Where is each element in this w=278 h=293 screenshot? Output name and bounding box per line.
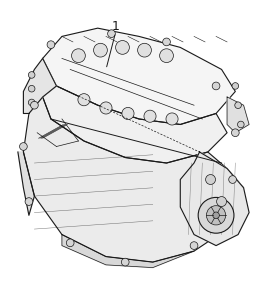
Circle shape <box>160 49 173 63</box>
Circle shape <box>121 258 129 266</box>
Circle shape <box>28 99 35 106</box>
Polygon shape <box>180 152 249 246</box>
Polygon shape <box>23 97 244 262</box>
Circle shape <box>212 82 220 90</box>
Circle shape <box>100 102 112 114</box>
Circle shape <box>94 43 107 57</box>
Polygon shape <box>62 235 194 268</box>
Circle shape <box>232 83 239 89</box>
Circle shape <box>166 113 178 125</box>
Circle shape <box>144 110 156 122</box>
Circle shape <box>25 198 33 205</box>
Text: 1: 1 <box>112 20 120 33</box>
Polygon shape <box>43 28 235 125</box>
Circle shape <box>28 85 35 92</box>
Circle shape <box>66 239 74 247</box>
Circle shape <box>28 72 35 78</box>
Polygon shape <box>23 58 56 113</box>
Circle shape <box>71 49 85 63</box>
Circle shape <box>31 101 38 109</box>
Circle shape <box>235 102 241 108</box>
Circle shape <box>213 212 219 219</box>
Polygon shape <box>43 86 227 163</box>
Polygon shape <box>227 97 249 133</box>
Circle shape <box>198 197 234 233</box>
Circle shape <box>78 94 90 106</box>
Polygon shape <box>18 152 34 215</box>
Circle shape <box>47 41 55 49</box>
Circle shape <box>190 242 198 249</box>
Circle shape <box>217 197 227 207</box>
Circle shape <box>229 176 236 183</box>
Circle shape <box>122 108 134 120</box>
Circle shape <box>163 38 170 46</box>
Circle shape <box>116 40 129 54</box>
Circle shape <box>19 143 27 150</box>
Circle shape <box>108 30 115 38</box>
Circle shape <box>237 121 244 128</box>
Circle shape <box>138 43 152 57</box>
Circle shape <box>206 175 215 185</box>
Circle shape <box>232 129 239 137</box>
Circle shape <box>207 206 226 225</box>
